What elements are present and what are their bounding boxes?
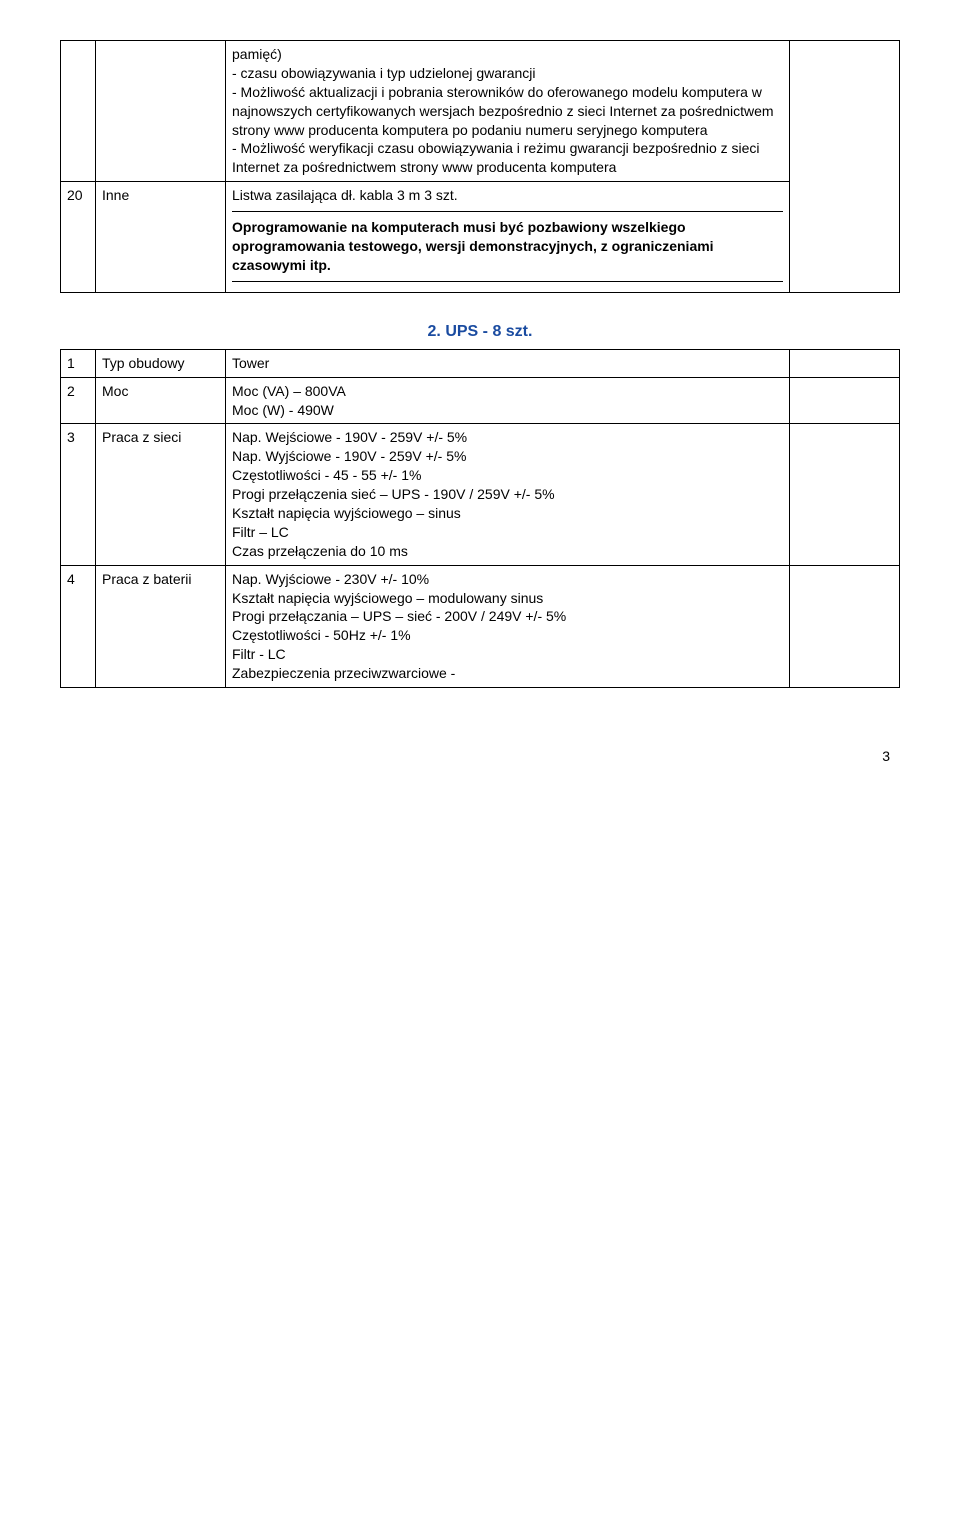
spec-table-1: pamięć) - czasu obowiązywania i typ udzi… — [60, 40, 900, 293]
cell-content: pamięć) - czasu obowiązywania i typ udzi… — [226, 41, 790, 182]
cell-content: Moc (VA) – 800VA Moc (W) - 490W — [226, 377, 790, 424]
table-row: 4 Praca z baterii Nap. Wyjściowe - 230V … — [61, 565, 900, 687]
cell-text-top: Listwa zasilająca dł. kabla 3 m 3 szt. — [232, 186, 783, 205]
table-row: 1 Typ obudowy Tower — [61, 349, 900, 377]
cell-label: Typ obudowy — [96, 349, 226, 377]
cell-content: Tower — [226, 349, 790, 377]
cell-label: Inne — [96, 182, 226, 293]
page-number: 3 — [60, 748, 900, 764]
cell-last-empty — [790, 41, 900, 293]
table-row: pamięć) - czasu obowiązywania i typ udzi… — [61, 41, 900, 182]
table-row: 20 Inne Listwa zasilająca dł. kabla 3 m … — [61, 182, 900, 293]
cell-text-bold: Oprogramowanie na komputerach musi być p… — [232, 218, 783, 275]
cell-content: Nap. Wejściowe - 190V - 259V +/- 5% Nap.… — [226, 424, 790, 565]
cell-last-empty — [790, 424, 900, 565]
cell-label: Praca z sieci — [96, 424, 226, 565]
cell-num-empty — [61, 41, 96, 182]
cell-label: Moc — [96, 377, 226, 424]
cell-content: Nap. Wyjściowe - 230V +/- 10% Kształt na… — [226, 565, 790, 687]
cell-last-empty — [790, 565, 900, 687]
cell-label-empty — [96, 41, 226, 182]
inner-divider — [232, 211, 783, 212]
cell-last-empty — [790, 377, 900, 424]
cell-content: Listwa zasilająca dł. kabla 3 m 3 szt. O… — [226, 182, 790, 293]
cell-num: 20 — [61, 182, 96, 293]
cell-num: 3 — [61, 424, 96, 565]
cell-num: 1 — [61, 349, 96, 377]
cell-last-empty — [790, 349, 900, 377]
inner-divider — [232, 281, 783, 282]
table-row: 2 Moc Moc (VA) – 800VA Moc (W) - 490W — [61, 377, 900, 424]
cell-num: 4 — [61, 565, 96, 687]
cell-num: 2 — [61, 377, 96, 424]
cell-label: Praca z baterii — [96, 565, 226, 687]
section-title: 2. UPS - 8 szt. — [60, 323, 900, 341]
table-row: 3 Praca z sieci Nap. Wejściowe - 190V - … — [61, 424, 900, 565]
spec-table-2: 1 Typ obudowy Tower 2 Moc Moc (VA) – 800… — [60, 349, 900, 688]
